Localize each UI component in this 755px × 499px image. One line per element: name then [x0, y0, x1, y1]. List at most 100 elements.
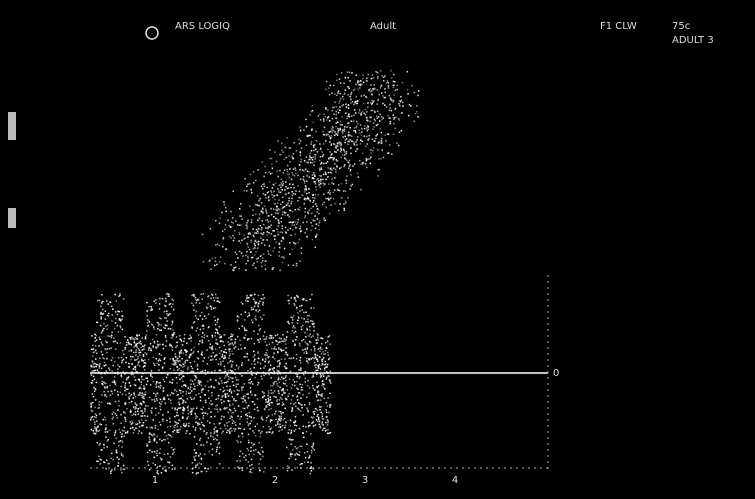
- spectrum-dot: [312, 387, 315, 390]
- spectrum-dot: [102, 461, 105, 463]
- spectrum-dot: [264, 408, 266, 411]
- spectrum-dot: [279, 423, 281, 425]
- spectrum-dot: [298, 392, 301, 394]
- spectrum-dot: [123, 411, 125, 413]
- speckle-dot: [381, 142, 383, 145]
- speckle-dot: [326, 161, 329, 163]
- speckle-dot: [311, 238, 313, 241]
- spectrum-dot: [173, 362, 176, 364]
- spectrum-dot: [288, 466, 290, 468]
- spectrum-dot: [196, 327, 199, 329]
- spectrum-dot: [193, 398, 195, 400]
- spectrum-dot: [103, 327, 105, 330]
- spectrum-dot: [220, 336, 222, 339]
- speckle-dot: [278, 184, 281, 186]
- speckle-dot: [299, 225, 302, 228]
- speckle-dot: [240, 215, 242, 217]
- spectrum-dot: [290, 456, 292, 458]
- spectrum-dot: [196, 365, 199, 367]
- spectrum-dot: [92, 430, 95, 432]
- spectrum-dot: [313, 345, 315, 348]
- speckle-dot: [306, 180, 308, 182]
- spectrum-dot: [130, 343, 132, 346]
- speckle-dot: [255, 213, 257, 215]
- speckle-dot: [351, 140, 353, 142]
- speckle-dot: [327, 109, 329, 111]
- spectrum-dot: [327, 351, 329, 354]
- spectrum-dot: [142, 355, 145, 357]
- speckle-dot: [370, 84, 372, 86]
- speckle-dot: [350, 174, 352, 176]
- spectrum-dot: [278, 418, 280, 420]
- speckle-dot: [335, 146, 337, 148]
- speckle-dot: [277, 220, 280, 222]
- spectrum-dot: [96, 426, 99, 428]
- speckle-dot: [363, 112, 365, 115]
- speckle-dot: [286, 164, 289, 167]
- spectrum-dot: [136, 342, 139, 345]
- spectrum-dot: [328, 432, 331, 435]
- spectrum-dot: [157, 385, 160, 388]
- spectrum-dot: [307, 461, 309, 463]
- spectrum-dot: [292, 319, 294, 321]
- speckle-dot: [371, 102, 373, 105]
- spectrum-dot: [117, 310, 119, 313]
- speckle-dot: [312, 205, 314, 208]
- spectrum-dot: [311, 356, 314, 359]
- spectrum-dot: [262, 303, 264, 306]
- spectrum-dot: [307, 362, 309, 364]
- spectrum-dot: [240, 348, 243, 350]
- spectrum-dot: [106, 372, 108, 374]
- spectrum-dot: [296, 294, 298, 297]
- spectrum-dot: [295, 307, 298, 310]
- spectrum-dot: [180, 397, 182, 399]
- spectrum-dot: [305, 321, 307, 323]
- spectrum-dot: [148, 305, 150, 308]
- speckle-dot: [328, 199, 330, 201]
- spectrum-dot: [246, 356, 248, 358]
- speckle-dot: [291, 172, 293, 174]
- spectrum-dot: [249, 368, 252, 370]
- speckle-dot: [300, 230, 302, 232]
- speckle-dot: [314, 174, 316, 176]
- speckle-dot: [377, 175, 379, 177]
- spectrum-dot: [160, 354, 162, 356]
- speckle-dot: [329, 84, 331, 87]
- spectrum-dot: [136, 337, 138, 340]
- spectrum-dot: [125, 388, 128, 390]
- speckle-dot: [379, 142, 381, 144]
- speckle-dot: [336, 73, 338, 76]
- spectrum-dot: [267, 397, 270, 400]
- spectrum-dot: [175, 390, 178, 393]
- baseline-label: 0: [553, 368, 559, 379]
- spectrum-dot: [180, 352, 182, 354]
- spectrum-dot: [169, 434, 171, 437]
- spectrum-dot: [157, 428, 160, 431]
- spectrum-dot: [111, 314, 113, 316]
- spectrum-dot: [158, 323, 160, 326]
- speckle-dot: [347, 161, 350, 164]
- speckle-dot: [353, 127, 356, 129]
- speckle-dot: [308, 171, 311, 173]
- spectrum-dot: [317, 334, 319, 336]
- spectrum-dot: [130, 358, 132, 361]
- spectrum-dot: [307, 410, 309, 413]
- speckle-dot: [355, 102, 357, 105]
- speckle-dot: [303, 182, 306, 184]
- speckle-dot: [285, 193, 287, 195]
- spectrum-dot: [322, 374, 324, 376]
- speckle-dot: [347, 135, 350, 138]
- spectrum-dot: [115, 348, 117, 350]
- spectrum-dot: [121, 436, 123, 438]
- speckle-dot: [364, 113, 367, 116]
- speckle-dot: [372, 128, 374, 130]
- spectrum-dot: [137, 410, 139, 412]
- spectrum-dot: [95, 430, 98, 432]
- speckle-dot: [362, 152, 364, 154]
- spectrum-dot: [177, 422, 179, 424]
- speckle-dot: [337, 184, 340, 186]
- spectrum-dot: [222, 386, 225, 389]
- spectrum-dot: [178, 355, 181, 357]
- spectrum-dot: [198, 343, 200, 345]
- spectrum-dot: [257, 311, 259, 313]
